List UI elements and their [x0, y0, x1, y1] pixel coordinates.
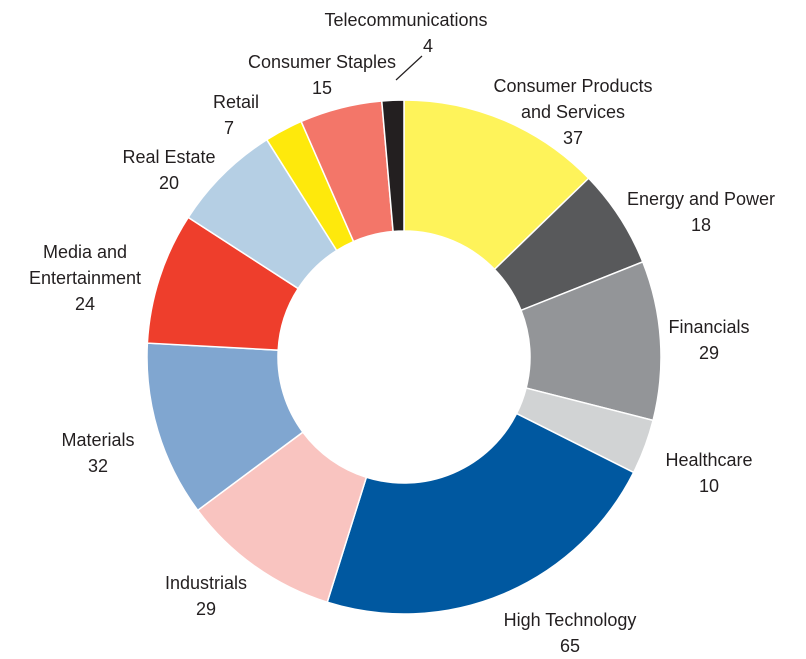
- slice-label: Materials 32: [38, 427, 158, 479]
- leader-line: [395, 55, 423, 81]
- slice-label: Energy and Power 18: [601, 186, 801, 238]
- value-label: 20: [158, 173, 180, 193]
- category-name: Healthcare: [665, 450, 753, 470]
- category-name: Industrials: [164, 573, 248, 593]
- value-label: 18: [690, 215, 712, 235]
- value-label: 37: [562, 128, 584, 148]
- category-name: Energy and Power: [626, 189, 776, 209]
- slice-label: Consumer Products and Services 37: [483, 73, 663, 151]
- value-label: 65: [559, 636, 581, 656]
- slice-label: Telecommunications 4: [296, 7, 516, 59]
- value-label: 15: [311, 78, 333, 98]
- category-name: High Technology: [503, 610, 637, 630]
- category-name: Financials: [668, 317, 750, 337]
- value-label: 7: [223, 118, 234, 138]
- slice-label: Financials 29: [639, 314, 779, 366]
- value-label: 10: [698, 476, 720, 496]
- donut-slice: [380, 99, 405, 233]
- category-name: Materials: [61, 430, 135, 450]
- category-name: Consumer Products and Services: [493, 76, 653, 122]
- value-label: 32: [87, 456, 109, 476]
- slice-label: Media and Entertainment 24: [20, 239, 150, 317]
- value-label: 29: [698, 343, 720, 363]
- donut-slice: [326, 412, 635, 615]
- slice-label: Healthcare 10: [639, 447, 779, 499]
- category-name: Retail: [212, 92, 260, 112]
- donut-slice: [403, 99, 590, 271]
- slice-label: Real Estate 20: [99, 144, 239, 196]
- slice-label: Industrials 29: [136, 570, 276, 622]
- category-name: Telecommunications: [324, 10, 488, 30]
- slice-label: High Technology 65: [470, 607, 670, 659]
- category-name: Consumer Staples: [247, 52, 397, 72]
- category-name: Real Estate: [122, 147, 216, 167]
- category-name: Media and Entertainment: [28, 242, 142, 288]
- value-label: 24: [74, 294, 96, 314]
- slice-label: Retail 7: [196, 89, 276, 141]
- value-label: 4: [422, 36, 433, 56]
- value-label: 29: [195, 599, 217, 619]
- slice-label: Consumer Staples 15: [222, 49, 422, 101]
